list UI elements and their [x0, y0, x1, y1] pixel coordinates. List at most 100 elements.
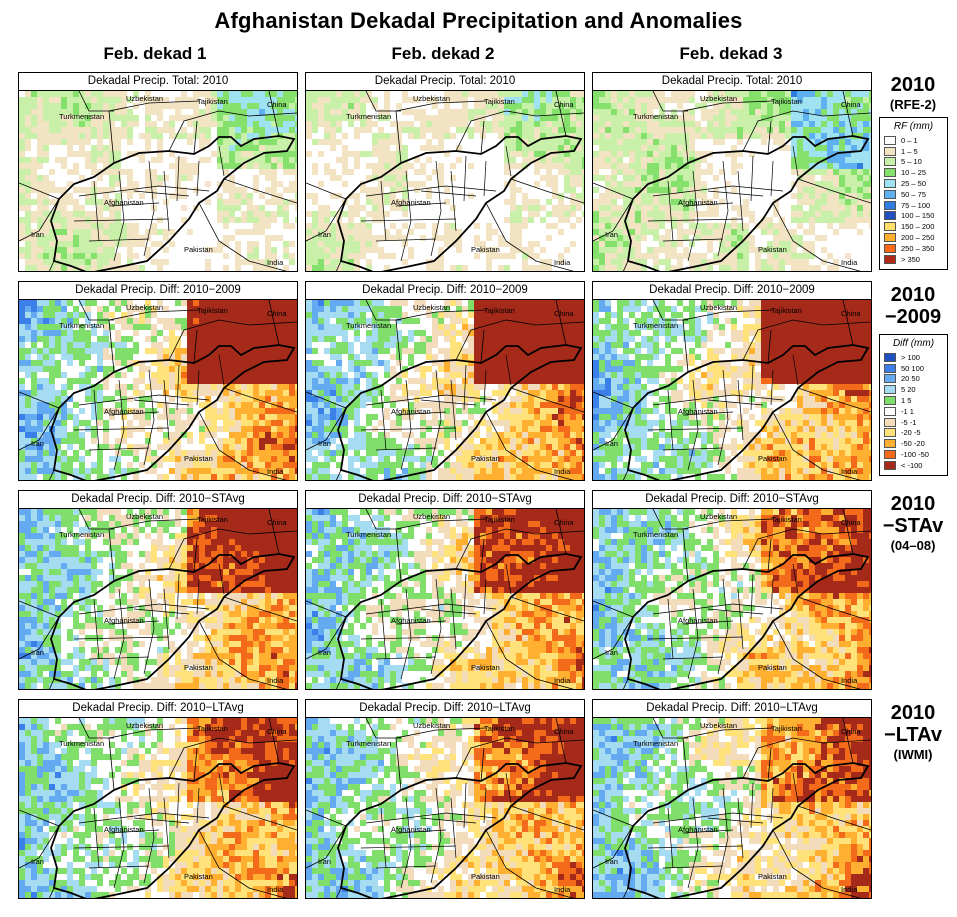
country-border — [198, 202, 287, 271]
legend-label: -50 -20 — [901, 439, 925, 449]
country-border — [168, 528, 297, 570]
place-label-china: China — [267, 518, 287, 527]
place-label-pakistan: Pakistan — [471, 663, 500, 672]
place-label-india: India — [267, 467, 284, 476]
province-border — [652, 812, 784, 824]
country-border — [480, 329, 485, 364]
map-area: Uzbekistan Tajikistan China Turkmenistan Afg… — [306, 718, 584, 898]
country-border — [306, 182, 347, 200]
country-border — [198, 620, 287, 689]
country-border — [365, 509, 401, 530]
place-label-pakistan: Pakistan — [184, 245, 213, 254]
place-label-iran: Iran — [31, 439, 44, 448]
afghanistan-border — [624, 344, 870, 480]
place-label-iran: Iran — [318, 648, 331, 657]
place-label-turkmenistan: Turkmenistan — [346, 321, 392, 330]
province-border — [682, 620, 734, 625]
province-border — [682, 202, 734, 207]
country-border — [623, 469, 629, 480]
map-panel-total-dekad-2: Dekadal Precip. Total: 2010 Uzbekistan Taj… — [305, 72, 585, 272]
country-border — [593, 182, 634, 200]
map-area: Uzbekistan Tajikistan China Turkmenistan Afg… — [593, 91, 871, 271]
country-border — [336, 469, 342, 480]
country-border — [268, 509, 280, 555]
province-border — [365, 185, 497, 197]
row-label-diff2009: 2010 −2009 — [872, 284, 954, 328]
precipitation-map — [19, 509, 297, 689]
country-border — [455, 110, 584, 152]
province-border — [750, 782, 754, 829]
place-label-india: India — [841, 467, 858, 476]
province-border — [380, 389, 387, 451]
place-label-india: India — [554, 885, 571, 894]
country-border — [268, 300, 280, 346]
legend-swatch — [884, 243, 896, 253]
country-border — [19, 600, 60, 618]
province-border — [360, 845, 457, 849]
country-border — [742, 528, 871, 570]
province-border — [505, 354, 512, 386]
country-border — [395, 518, 487, 582]
country-border — [223, 805, 297, 831]
province-border — [133, 608, 190, 615]
place-label-tajikistan: Tajikistan — [484, 515, 515, 524]
province-border — [400, 588, 412, 680]
legend-swatch — [884, 439, 896, 449]
country-border — [682, 727, 774, 791]
country-border — [480, 538, 485, 573]
page-title: Afghanistan Dekadal Precipitation and An… — [214, 8, 743, 33]
place-label-iran: Iran — [31, 648, 44, 657]
country-border — [268, 718, 280, 764]
province-border — [78, 812, 210, 824]
province-border — [750, 364, 754, 411]
place-label-pakistan: Pakistan — [471, 454, 500, 463]
province-border — [93, 389, 100, 451]
map-area: Uzbekistan Tajikistan China Turkmenistan Afg… — [19, 718, 297, 898]
country-border — [306, 809, 347, 827]
province-border — [108, 620, 160, 625]
place-label-turkmenistan: Turkmenistan — [59, 530, 105, 539]
legend-label: -1 1 — [901, 406, 914, 416]
province-border — [78, 603, 210, 615]
country-border — [510, 805, 584, 831]
place-label-afghanistan: Afghanistan — [678, 198, 718, 207]
country-border — [510, 178, 584, 204]
country-border — [623, 678, 629, 689]
legend-label: 1 – 5 — [901, 146, 918, 156]
precipitation-map — [593, 509, 871, 689]
country-border — [455, 528, 584, 570]
place-label-china: China — [267, 309, 287, 318]
legend-swatch — [884, 460, 896, 470]
place-label-iran: Iran — [605, 230, 618, 239]
province-border — [662, 447, 724, 451]
panel-title: Dekadal Precip. Diff: 2010−LTAvg — [306, 700, 584, 718]
legend-label: 200 – 250 — [901, 233, 935, 243]
place-label-afghanistan: Afghanistan — [104, 616, 144, 625]
map-area: Uzbekistan Tajikistan China Turkmenistan Afg… — [19, 509, 297, 689]
country-border — [193, 329, 198, 364]
country-border — [510, 387, 584, 413]
place-label-turkmenistan: Turkmenistan — [59, 321, 105, 330]
legend-entry: 200 – 250 — [884, 232, 943, 243]
place-label-iran: Iran — [31, 230, 44, 239]
province-border — [108, 411, 160, 416]
column-header-dekad-1: Feb. dekad 1 — [103, 44, 207, 63]
country-border — [652, 300, 688, 321]
map-panel-difflt-dekad-3: Dekadal Precip. Diff: 2010−LTAvg Uzbekist… — [592, 699, 872, 899]
place-label-afghanistan: Afghanistan — [104, 825, 144, 834]
legend-label: 10 – 25 — [901, 168, 927, 178]
country-border — [168, 737, 297, 779]
country-border — [395, 727, 487, 791]
province-border — [176, 364, 180, 411]
legend-entry: 75 – 100 — [884, 200, 943, 211]
country-border — [593, 825, 634, 869]
country-border — [455, 737, 584, 779]
country-border — [49, 678, 55, 689]
place-label-india: India — [554, 467, 571, 476]
province-border — [93, 598, 100, 660]
country-border — [767, 747, 772, 782]
province-border — [73, 636, 170, 640]
province-border — [113, 797, 125, 889]
province-border — [375, 656, 437, 660]
